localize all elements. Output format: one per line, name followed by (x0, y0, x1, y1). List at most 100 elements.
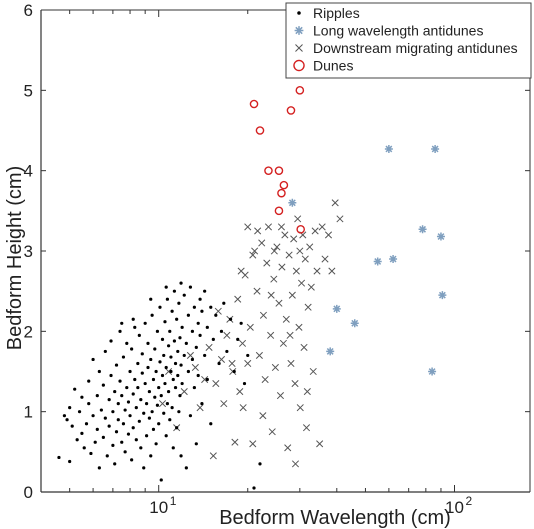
ripple-point (57, 455, 61, 460)
ripple-point (160, 337, 165, 341)
dune-point (296, 225, 305, 234)
ripple-point (130, 458, 134, 462)
antidune-point (165, 367, 173, 376)
ripple-point (219, 329, 224, 333)
ripple-point (133, 377, 137, 382)
ripple-point (239, 321, 243, 325)
antidune-point (331, 199, 339, 207)
ripple-point (175, 426, 179, 430)
antidune-point (217, 355, 226, 364)
antidune-point (307, 283, 315, 291)
dune-point (277, 188, 286, 198)
ripple-point (159, 478, 163, 482)
ripple-point (80, 431, 84, 435)
ripple-point (192, 305, 196, 309)
long-antidune-point (373, 257, 382, 266)
legend-label: Downstream migrating antidunes (313, 40, 518, 56)
ripple-point (164, 285, 168, 289)
antidune-point (249, 440, 257, 448)
ripple-point (70, 424, 74, 428)
antidune-point (277, 223, 286, 231)
ripple-point (180, 381, 184, 386)
ripple-point (159, 394, 163, 398)
ripple-point (136, 385, 140, 390)
ripple-point (120, 440, 124, 444)
long-antidune-point (431, 144, 440, 153)
ripple-point (123, 408, 127, 412)
ripple-point (97, 466, 101, 470)
ripple-point (116, 418, 120, 422)
ripple-point (186, 369, 190, 374)
ripple-point (139, 446, 143, 450)
antidune-point (196, 404, 204, 412)
ripple-point (107, 424, 111, 428)
ripple-point (173, 385, 178, 390)
ripple-point (179, 454, 183, 458)
antidune-point (311, 227, 319, 235)
ripple-point (111, 443, 115, 448)
antidune-point (297, 279, 306, 287)
antidune-point (253, 287, 261, 295)
ripple-point (82, 446, 86, 450)
y-tick-label: 5 (24, 81, 33, 100)
ripple-point (176, 349, 180, 354)
ripple-point (162, 353, 166, 358)
ripple-point (165, 402, 169, 406)
long-antidune-point (384, 144, 393, 153)
ripple-point (153, 347, 157, 351)
antidune-point (267, 291, 275, 299)
antidune-point (261, 375, 269, 384)
ripple-point (103, 349, 107, 354)
legend-marker (297, 11, 301, 15)
ripple-point (121, 355, 126, 359)
antidune-point (276, 392, 285, 400)
ripple-point (196, 373, 200, 378)
long-antidune-point (326, 347, 335, 356)
ripple-point (75, 438, 79, 442)
ripple-point (62, 414, 67, 418)
ripple-point (95, 394, 99, 398)
ripple-point (130, 347, 134, 351)
antidune-point (254, 227, 262, 235)
ripple-point (168, 329, 172, 333)
ripple-point (169, 369, 173, 374)
antidune-point (291, 460, 300, 468)
long-antidune-point (418, 225, 427, 234)
ripple-point (84, 422, 89, 426)
antidune-point (234, 295, 242, 303)
x-tick-label: 10 (149, 498, 168, 517)
ripple-point (80, 395, 84, 399)
y-axis-label: Bedform Height (cm) (4, 166, 26, 351)
ripple-point (91, 357, 95, 362)
ripple-point (155, 403, 160, 407)
ripple-point (171, 446, 175, 450)
ripple-point (87, 379, 91, 383)
antidune-point (205, 343, 213, 351)
ripple-point (217, 361, 221, 366)
ripple-point (143, 381, 147, 386)
ripple-point (109, 373, 113, 378)
ripple-point (163, 381, 167, 386)
antidune-point (296, 247, 304, 255)
ripple-point (118, 329, 122, 333)
y-tick-label: 3 (24, 242, 33, 261)
ripple-point (131, 317, 135, 321)
ripple-point (103, 416, 107, 420)
ripple-point (165, 297, 169, 301)
long-antidune-point (332, 304, 341, 313)
ripple-point (91, 414, 95, 418)
antidune-point (288, 291, 296, 299)
ripple-point (242, 381, 247, 386)
legend: Ripples Long wavelength antidunesDownstre… (285, 2, 532, 79)
ripple-point (196, 321, 200, 325)
antidune-point (246, 323, 254, 331)
ripple-point (158, 305, 162, 309)
legend-marker (295, 44, 303, 52)
ripple-point (142, 411, 146, 415)
antidune-point (294, 215, 302, 223)
ripple-point (101, 383, 105, 387)
ripple-point (154, 442, 158, 446)
ripple-point (176, 373, 180, 378)
antidune-point (237, 267, 245, 275)
ripple-point (205, 325, 209, 329)
